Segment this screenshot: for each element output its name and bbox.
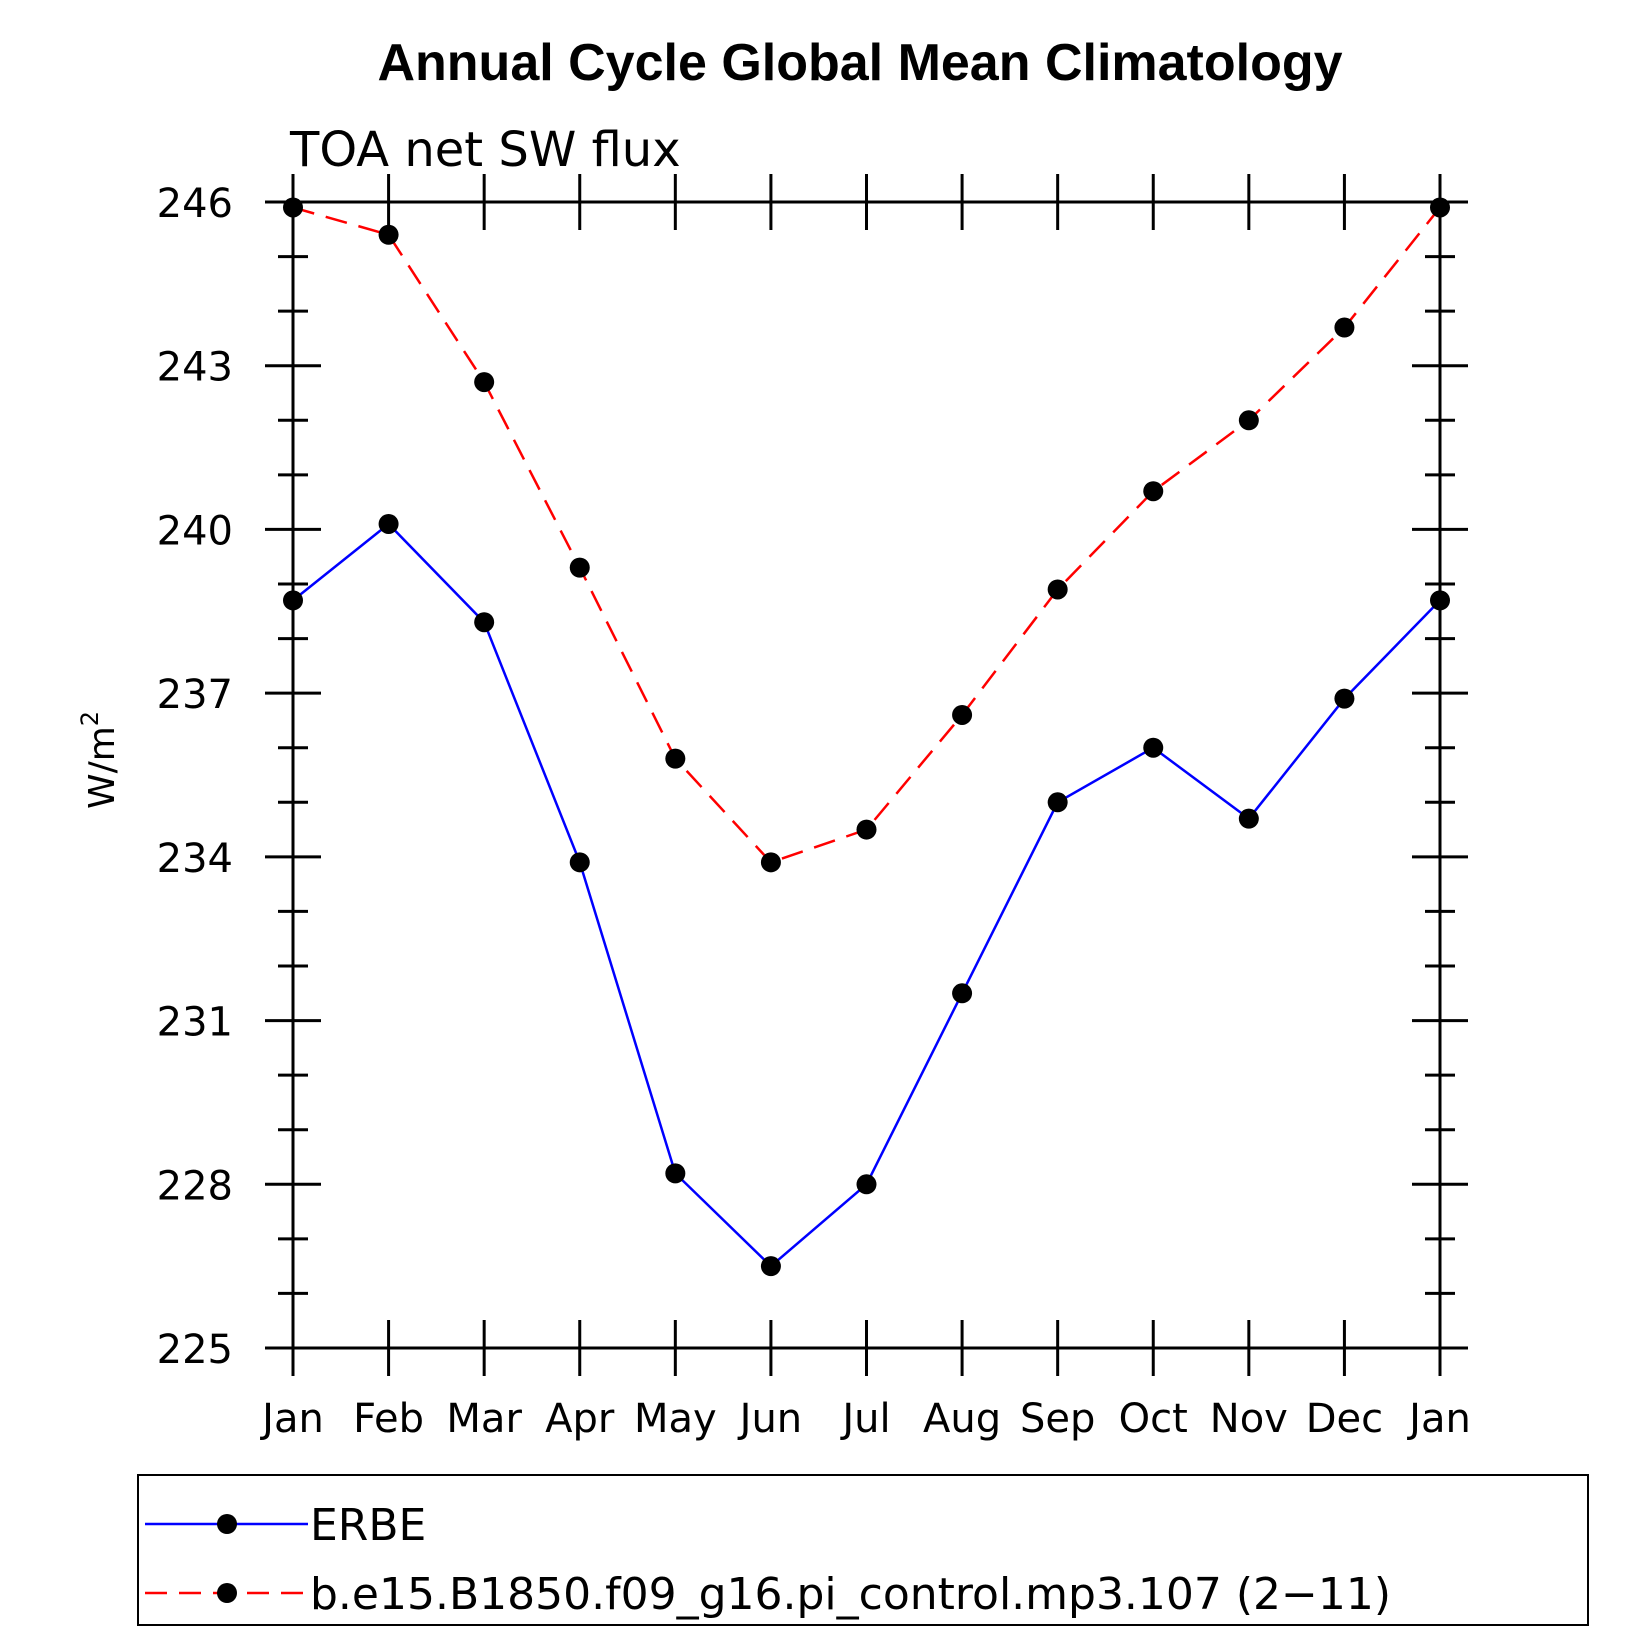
series-0-point (1430, 590, 1450, 611)
x-tick-label: Oct (1119, 1396, 1188, 1442)
series-1-point (856, 819, 877, 840)
x-tick-label: Dec (1306, 1396, 1383, 1442)
y-tick-label: 234 (157, 836, 233, 882)
series-0-point (665, 1163, 686, 1184)
series-1-point (760, 852, 781, 873)
chart-title: Annual Cycle Global Mean Climatology (377, 34, 1342, 92)
series-1-point (474, 372, 495, 393)
series-1-point (283, 197, 303, 218)
x-tick-label: Aug (923, 1396, 1001, 1442)
series-line-0 (292, 522, 1441, 1268)
series-1-point (1334, 317, 1355, 338)
x-tick-label: Feb (353, 1396, 424, 1442)
legend-label-0: ERBE (310, 1500, 426, 1551)
series-0-point (856, 1174, 877, 1195)
series-1-point (1238, 410, 1259, 431)
y-axis-label: W/m2 (76, 711, 123, 809)
x-tick-label: May (634, 1396, 717, 1442)
series-0-point (760, 1256, 781, 1277)
series-0-point (1047, 792, 1068, 813)
series-1-point (1047, 579, 1068, 600)
series-0-point (1143, 737, 1164, 758)
legend-box (137, 1474, 1589, 1626)
x-tick-label: Jul (839, 1396, 890, 1442)
series-line-1 (292, 206, 1441, 864)
x-tick-label: Sep (1020, 1396, 1095, 1442)
series-1-point (569, 557, 590, 578)
y-axis-label-superscript: 2 (76, 711, 104, 726)
series-0-point (283, 590, 303, 611)
series-1-point (378, 224, 399, 245)
y-tick-label: 228 (157, 1163, 233, 1209)
legend-label-1: b.e15.B1850.f09_g16.pi_control.mp3.107 (… (310, 1569, 1391, 1620)
y-tick-label: 231 (157, 1000, 233, 1046)
series-0-point (474, 612, 495, 633)
x-tick-label: Nov (1210, 1396, 1288, 1442)
series-0-point (1238, 808, 1259, 829)
y-tick-label: 225 (157, 1327, 233, 1373)
legend-marker-1 (217, 1583, 237, 1603)
series-1-point (952, 704, 973, 725)
series-0-point (1334, 688, 1355, 709)
y-tick-label: 246 (157, 181, 233, 227)
x-tick-label: Apr (545, 1396, 615, 1442)
series-0-point (569, 852, 590, 873)
y-tick-label: 243 (157, 345, 233, 391)
series-1-point (1143, 481, 1164, 502)
x-tick-label: Mar (446, 1396, 522, 1442)
x-tick-label: Jun (737, 1396, 803, 1442)
series-1-point (1430, 197, 1450, 218)
y-axis-label-text: W/m (82, 726, 123, 809)
series-0-point (952, 983, 973, 1004)
legend-marker-0 (217, 1514, 237, 1534)
series-0-point (378, 513, 399, 534)
series-1-point (665, 748, 686, 769)
y-tick-label: 237 (157, 672, 233, 718)
chart-subtitle: TOA net SW flux (289, 122, 681, 178)
x-tick-label: Jan (1406, 1396, 1471, 1442)
y-tick-label: 240 (157, 508, 233, 554)
x-tick-label: Jan (259, 1396, 324, 1442)
svg-text:W/m2: W/m2 (76, 711, 123, 809)
